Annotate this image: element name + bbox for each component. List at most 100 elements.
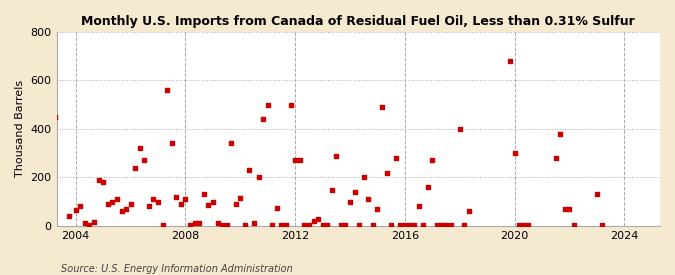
- Point: [454, 127, 465, 131]
- Point: [221, 222, 232, 227]
- Point: [446, 222, 456, 227]
- Point: [408, 222, 419, 227]
- Point: [313, 216, 323, 221]
- Point: [290, 158, 300, 163]
- Point: [331, 153, 342, 158]
- Point: [340, 222, 351, 227]
- Point: [98, 180, 109, 185]
- Point: [377, 105, 387, 109]
- Point: [80, 221, 90, 226]
- Point: [198, 192, 209, 197]
- Point: [299, 222, 310, 227]
- Point: [207, 199, 218, 204]
- Point: [125, 202, 136, 206]
- Point: [258, 117, 269, 122]
- Point: [248, 221, 259, 226]
- Point: [139, 158, 150, 163]
- Point: [560, 207, 570, 211]
- Point: [244, 168, 254, 172]
- Point: [427, 158, 437, 163]
- Point: [253, 175, 264, 180]
- Point: [281, 222, 292, 227]
- Point: [596, 222, 607, 227]
- Point: [166, 141, 177, 146]
- Point: [226, 141, 237, 146]
- Point: [509, 151, 520, 155]
- Point: [381, 170, 392, 175]
- Point: [217, 222, 227, 227]
- Point: [322, 222, 333, 227]
- Point: [176, 202, 186, 206]
- Point: [564, 207, 575, 211]
- Point: [202, 203, 213, 207]
- Point: [185, 222, 196, 227]
- Point: [423, 185, 433, 189]
- Point: [240, 222, 250, 227]
- Point: [84, 222, 95, 227]
- Point: [436, 222, 447, 227]
- Point: [523, 222, 534, 227]
- Point: [431, 222, 442, 227]
- Point: [121, 207, 132, 211]
- Point: [294, 158, 305, 163]
- Point: [504, 59, 515, 63]
- Point: [390, 156, 401, 160]
- Point: [514, 222, 524, 227]
- Point: [464, 209, 475, 214]
- Point: [276, 222, 287, 227]
- Point: [116, 209, 127, 214]
- Point: [70, 208, 81, 212]
- Point: [349, 190, 360, 194]
- Point: [230, 202, 241, 206]
- Point: [103, 202, 113, 206]
- Point: [550, 156, 561, 160]
- Point: [418, 222, 429, 227]
- Point: [569, 222, 580, 227]
- Point: [354, 222, 364, 227]
- Point: [372, 207, 383, 211]
- Point: [157, 222, 168, 227]
- Point: [591, 192, 602, 197]
- Point: [413, 204, 424, 209]
- Point: [358, 175, 369, 180]
- Point: [130, 166, 140, 170]
- Point: [395, 222, 406, 227]
- Point: [235, 196, 246, 200]
- Point: [148, 197, 159, 201]
- Y-axis label: Thousand Barrels: Thousand Barrels: [15, 80, 25, 177]
- Point: [404, 222, 415, 227]
- Point: [153, 199, 163, 204]
- Point: [111, 197, 122, 201]
- Point: [555, 131, 566, 136]
- Point: [107, 199, 117, 204]
- Point: [50, 115, 61, 119]
- Point: [367, 222, 378, 227]
- Point: [518, 222, 529, 227]
- Point: [180, 197, 191, 201]
- Text: Source: U.S. Energy Information Administration: Source: U.S. Energy Information Administ…: [61, 264, 292, 274]
- Point: [88, 220, 99, 224]
- Point: [308, 219, 319, 223]
- Point: [386, 222, 397, 227]
- Point: [189, 221, 200, 226]
- Point: [144, 204, 155, 209]
- Point: [285, 103, 296, 107]
- Point: [326, 187, 337, 192]
- Point: [459, 222, 470, 227]
- Point: [345, 199, 356, 204]
- Point: [441, 222, 452, 227]
- Point: [134, 146, 145, 150]
- Point: [212, 221, 223, 226]
- Point: [63, 214, 74, 218]
- Point: [263, 103, 273, 107]
- Point: [93, 178, 104, 182]
- Point: [363, 197, 374, 201]
- Point: [271, 205, 282, 210]
- Title: Monthly U.S. Imports from Canada of Residual Fuel Oil, Less than 0.31% Sulfur: Monthly U.S. Imports from Canada of Resi…: [82, 15, 635, 28]
- Point: [400, 222, 410, 227]
- Point: [317, 222, 328, 227]
- Point: [267, 222, 278, 227]
- Point: [304, 222, 315, 227]
- Point: [162, 88, 173, 92]
- Point: [171, 195, 182, 199]
